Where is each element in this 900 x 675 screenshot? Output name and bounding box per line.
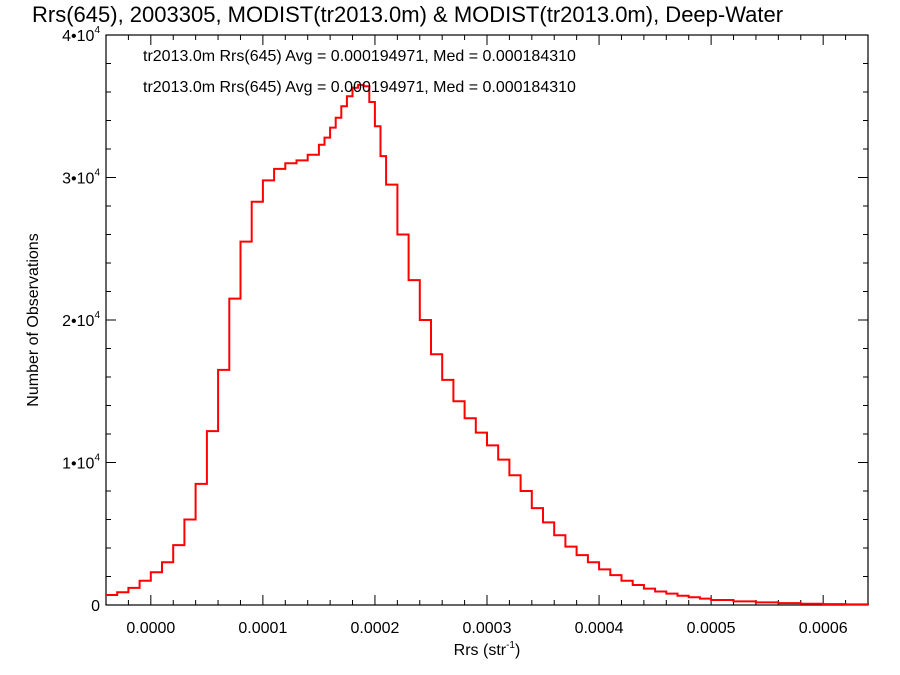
legend-annotation-red: tr2013.0m Rrs(645) Avg = 0.000194971, Me…	[143, 79, 576, 96]
x-tick-labels: 0.0000 0.0001 0.0002 0.0003 0.0004 0.0005 0.00…	[126, 620, 847, 637]
x-tick-label: 0.0006	[799, 620, 848, 637]
series-0-step-line	[106, 83, 869, 606]
series-layer	[106, 83, 869, 606]
y-tick-label: 3•104	[62, 168, 100, 188]
chart-title: Rrs(645), 2003305, MODIST(tr2013.0m) & M…	[32, 2, 783, 27]
x-axis-label-main: Rrs (str	[454, 642, 507, 659]
y-tick-label: 4•104	[62, 25, 100, 45]
legend-annotation-black: tr2013.0m Rrs(645) Avg = 0.000194971, Me…	[143, 48, 576, 65]
y-tick-label: 2•104	[62, 310, 100, 330]
x-tick-label: 0.0001	[238, 620, 287, 637]
x-axis-label-close: )	[515, 642, 520, 659]
axis-ticks	[105, 34, 869, 606]
x-tick-label: 0.0002	[350, 620, 399, 637]
x-tick-label: 0.0004	[575, 620, 624, 637]
x-axis-label-exponent: -1	[506, 640, 515, 651]
y-axis-label: Number of Observations	[25, 233, 42, 406]
plot-frame	[105, 34, 869, 606]
x-tick-label: 0.0000	[126, 620, 175, 637]
x-tick-label: 0.0005	[687, 620, 736, 637]
x-tick-label: 0.0003	[463, 620, 512, 637]
x-axis-label: Rrs (str-1)	[454, 640, 521, 659]
y-tick-label: 1•104	[62, 453, 100, 473]
y-tick-label: 0	[91, 598, 100, 615]
y-tick-labels: 0 1•104 2•104 3•104 4•104	[62, 25, 100, 615]
